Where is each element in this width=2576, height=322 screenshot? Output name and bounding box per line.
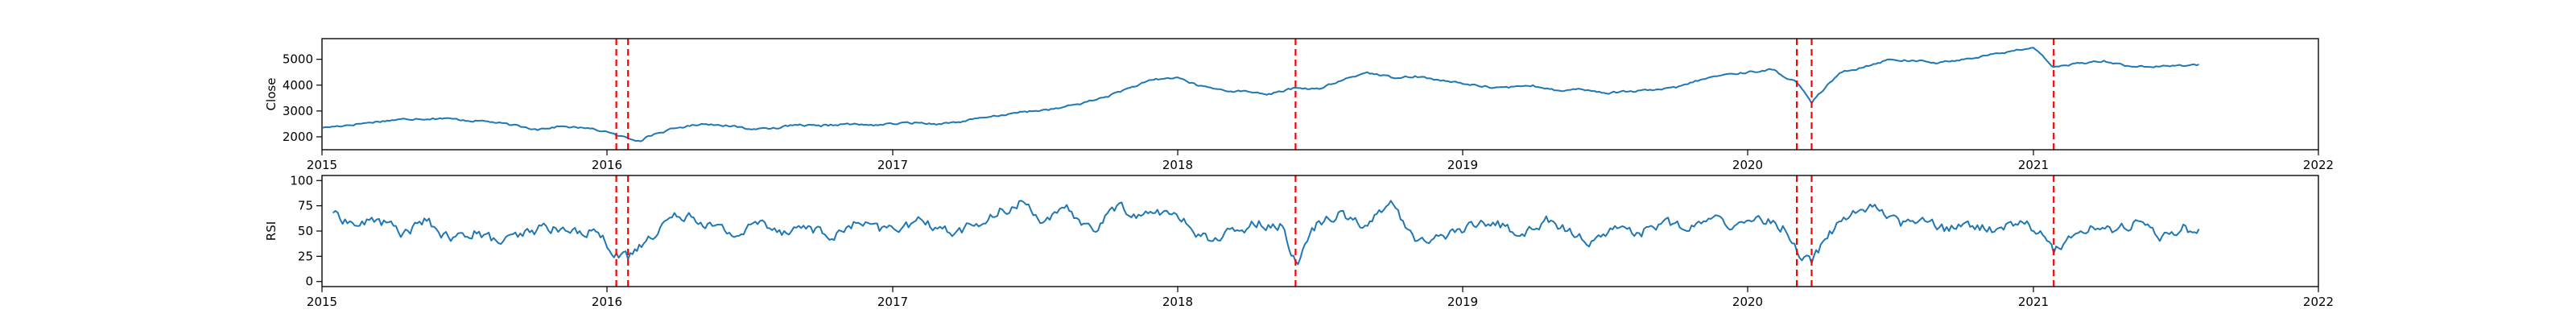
x-tick-label: 2021 (2018, 295, 2049, 309)
x-tick-label: 2020 (1732, 158, 1763, 172)
plot-area (321, 175, 2319, 287)
y-tick-label: 2000 (283, 130, 313, 144)
plot-area (321, 38, 2319, 151)
y-tick-label: 75 (298, 199, 313, 213)
x-tick-label: 2015 (307, 158, 337, 172)
rsi-panel: 2015 2016 2017 2018 2019 2020 2021 2022 0 25 50 75 1… (264, 173, 2334, 309)
x-tick-label: 2019 (1447, 295, 1478, 309)
y-axis-label: RSI (264, 221, 279, 241)
x-tick-label: 2016 (592, 295, 622, 309)
x-tick-label: 2019 (1447, 158, 1478, 172)
series-line (332, 200, 2200, 266)
x-tick-label: 2016 (592, 158, 622, 172)
y-tick-label: 3000 (283, 104, 313, 118)
y-axis-label: Close (264, 78, 279, 111)
close-price-panel: 2015 2016 2017 2018 2019 2020 2021 2022 2000 3000… (264, 38, 2334, 172)
y-tick-label: 0 (305, 275, 313, 289)
y-tick-label: 25 (298, 249, 313, 263)
x-tick-label: 2020 (1732, 295, 1763, 309)
x-tick-label: 2018 (1162, 158, 1193, 172)
x-tick-label: 2022 (2303, 158, 2334, 172)
x-tick-label: 2015 (307, 295, 337, 309)
y-tick-label: 4000 (283, 78, 313, 93)
x-tick-label: 2022 (2303, 295, 2334, 309)
y-tick-label: 5000 (283, 52, 313, 67)
axes-border (321, 38, 2319, 151)
x-tick-label: 2021 (2018, 158, 2049, 172)
y-tick-label: 50 (298, 224, 313, 238)
x-tick-label: 2018 (1162, 295, 1193, 309)
series-line (322, 47, 2199, 142)
x-tick-label: 2017 (877, 158, 908, 172)
x-tick-label: 2017 (877, 295, 908, 309)
y-tick-label: 100 (290, 173, 313, 188)
